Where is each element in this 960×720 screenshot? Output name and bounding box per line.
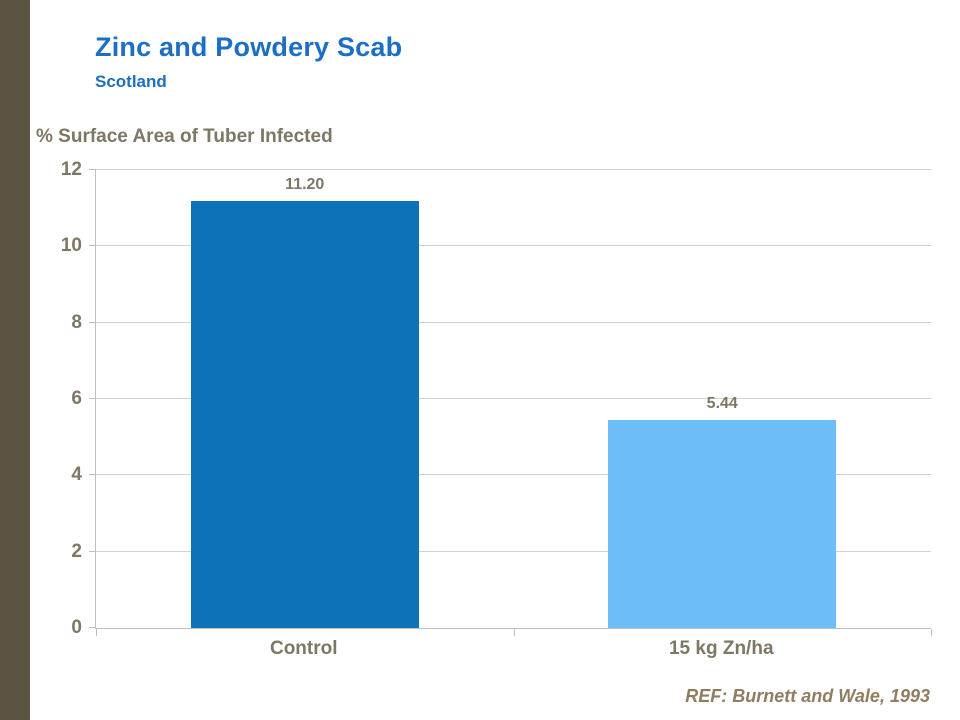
plot-area: 11.20 5.44 [89, 169, 932, 636]
y-axis-tick-labels: 0 2 4 6 8 10 12 [30, 159, 82, 638]
bar-value-label: 11.20 [285, 175, 325, 193]
y-axis-tick [89, 321, 96, 323]
x-axis-tick [513, 629, 515, 636]
y-tick-label-12: 12 [60, 159, 82, 180]
y-axis-tick [89, 474, 96, 476]
y-axis-tick [89, 398, 96, 399]
x-axis-tick [931, 629, 932, 636]
gridline-y-12 [96, 169, 931, 170]
bar-cell-1: 5.44 [514, 170, 932, 628]
bar-cell-0: 11.20 [96, 170, 514, 628]
gridline-y-2 [96, 550, 931, 552]
chart-title: Zinc and Powdery Scab [95, 32, 403, 62]
y-axis-tick [89, 245, 96, 247]
gridline-y-8 [96, 321, 931, 323]
gridline-y-6 [96, 398, 931, 399]
y-axis-tick [89, 627, 96, 628]
y-tick-label-0: 0 [71, 617, 82, 638]
y-tick-label-4: 4 [71, 464, 82, 486]
x-axis-tick [96, 629, 97, 636]
bar-value-label: 5.44 [706, 395, 738, 413]
x-category-label-0: Control [269, 638, 338, 659]
left-accent-stripe [0, 0, 30, 720]
y-tick-label-6: 6 [71, 388, 82, 409]
y-tick-label-10: 10 [60, 235, 82, 257]
y-axis-tick [89, 169, 96, 170]
y-tick-label-8: 8 [71, 311, 82, 333]
reference-citation: REF: Burnett and Wale, 1993 [685, 686, 930, 706]
x-category-label-1: 15 kg Zn/ha [668, 638, 774, 659]
gridline-y-4 [96, 474, 931, 476]
y-tick-label-2: 2 [71, 540, 82, 562]
y-axis-tick [89, 550, 96, 552]
chart-subtitle: Scotland [95, 72, 167, 91]
bar-control [190, 200, 419, 628]
y-axis-title: % Surface Area of Tuber Infected [36, 126, 333, 147]
gridline-y-10 [96, 245, 931, 247]
x-axis-category-labels: Control 15 kg Zn/ha [95, 638, 930, 660]
bar-15-kg-zn-ha [608, 420, 837, 628]
